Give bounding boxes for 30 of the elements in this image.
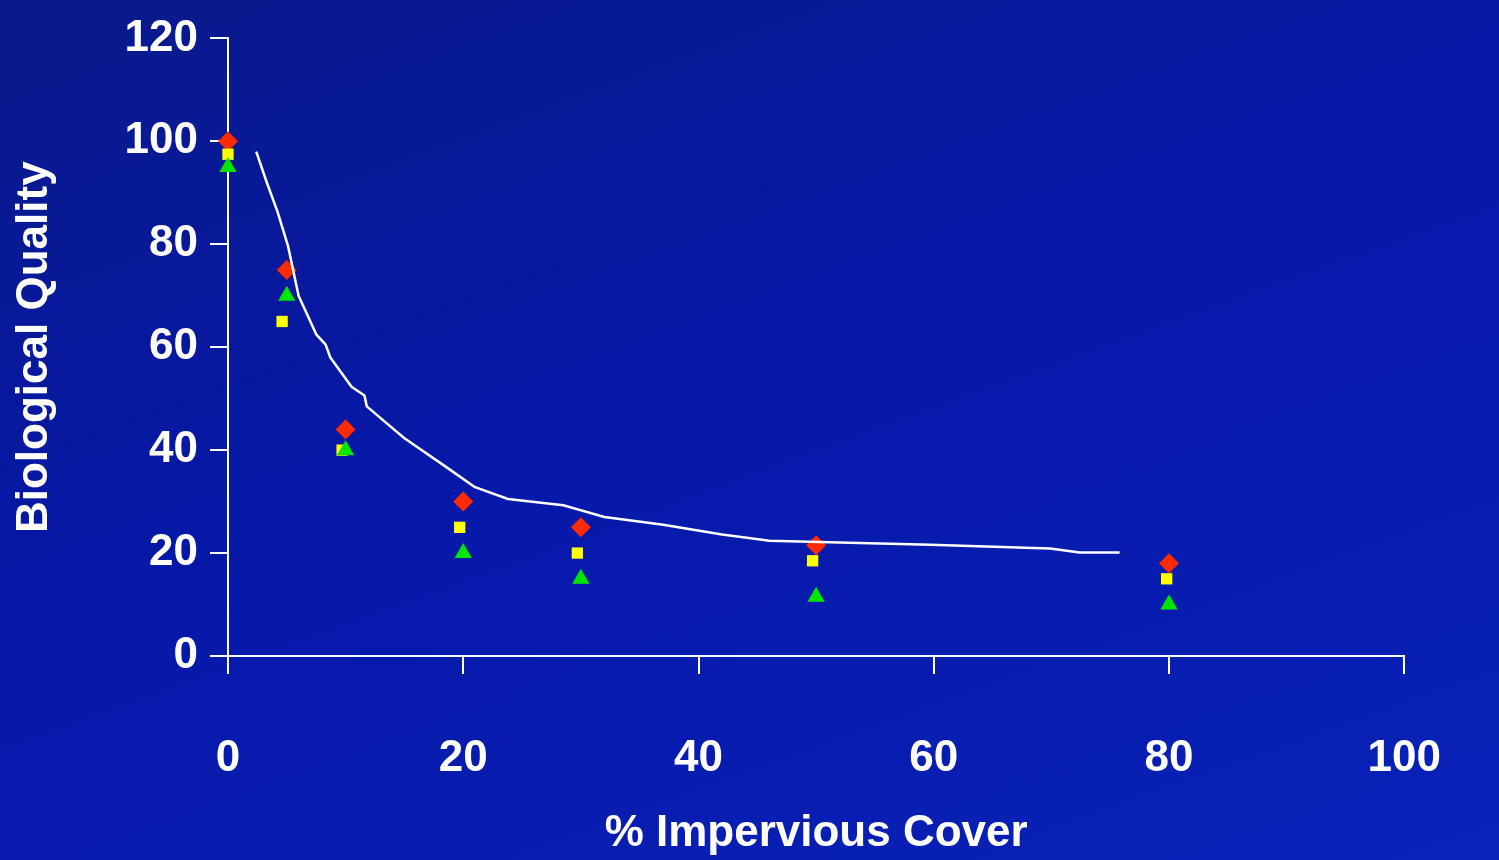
x-tick-label: 80 — [1144, 730, 1194, 780]
point — [276, 315, 288, 328]
point — [1161, 573, 1173, 585]
point — [453, 491, 474, 512]
point — [454, 521, 466, 533]
point — [218, 131, 238, 152]
x-tick-label: 60 — [909, 730, 959, 780]
point — [336, 440, 355, 456]
point — [219, 157, 237, 173]
x-axis-title: % Impervious Cover — [604, 805, 1028, 855]
x-tick-label: 40 — [674, 730, 723, 780]
y-tick-label: 100 — [124, 113, 198, 163]
y-axis-title: Biological Quality — [6, 160, 56, 534]
point — [1159, 553, 1180, 574]
y-tick-label: 40 — [149, 422, 198, 472]
point — [454, 543, 472, 559]
y-tick-label: 0 — [173, 628, 198, 678]
y-tick-label: 20 — [149, 525, 198, 575]
y-tick-label: 60 — [149, 319, 198, 369]
point — [570, 517, 591, 538]
x-tick-label: 20 — [438, 730, 488, 780]
point — [806, 555, 819, 567]
point — [335, 419, 356, 440]
x-tick-label: 0 — [215, 730, 241, 780]
point — [571, 547, 584, 559]
point — [276, 260, 297, 280]
point — [222, 148, 234, 160]
y-tick-label: 120 — [124, 10, 198, 60]
y-tick-label: 80 — [149, 216, 198, 266]
x-tick-label: 100 — [1367, 730, 1441, 780]
